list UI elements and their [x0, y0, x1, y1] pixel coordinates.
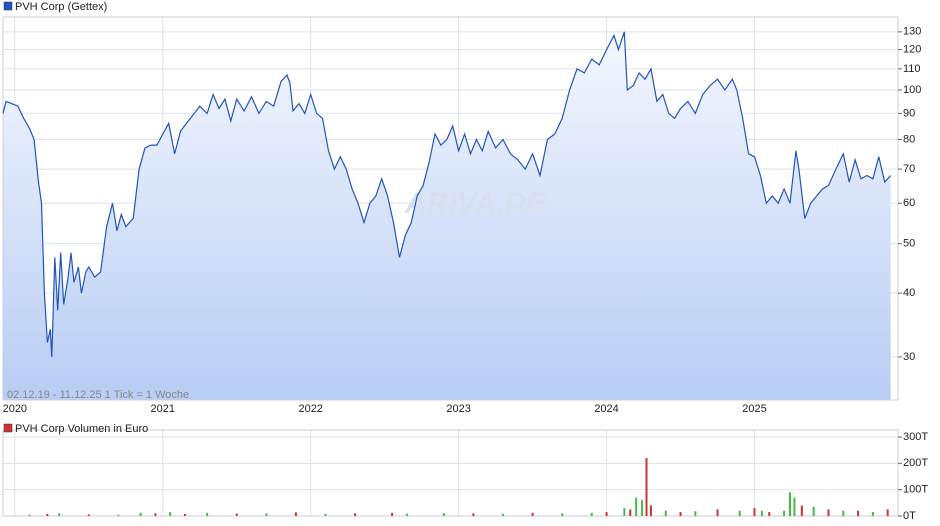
price-frame [2, 16, 899, 401]
volume-frame [2, 429, 899, 517]
x-tick-label: 2020 [3, 403, 27, 415]
volume-bar [46, 513, 49, 516]
volume-bar [793, 497, 796, 516]
volume-bar [871, 512, 874, 516]
legend-swatch [3, 1, 13, 11]
volume-bar [169, 512, 172, 516]
volume-bar [645, 458, 648, 516]
y-tick-label: 300T [903, 431, 928, 443]
volume-bar [605, 512, 608, 516]
volume-bar [235, 513, 238, 516]
y-tick-label: 50 [903, 238, 915, 250]
volume-bar [590, 512, 593, 516]
volume-bar [760, 510, 763, 516]
y-tick-label: 70 [903, 163, 915, 175]
volume-bar [139, 512, 142, 516]
y-tick-label: 80 [903, 133, 915, 145]
volume-bar [664, 510, 667, 516]
y-tick-label: 200T [903, 457, 928, 469]
y-tick-label: 60 [903, 197, 915, 209]
volume-bar [783, 510, 786, 516]
x-tick-label: 2025 [742, 403, 766, 415]
volume-bar [738, 510, 741, 516]
volume-bar [324, 513, 327, 516]
volume-bar [694, 511, 697, 516]
price-line [2, 31, 892, 357]
y-tick-label: 110 [903, 63, 921, 75]
volume-bar [623, 508, 626, 516]
y-tick-label: 100T [903, 484, 928, 496]
volume-bar [531, 512, 534, 516]
y-tick-label: 120 [903, 43, 921, 55]
x-tick-label: 2022 [298, 403, 322, 415]
volume-bar [206, 512, 209, 516]
y-tick-label: 130 [903, 26, 921, 38]
volume-bar [679, 512, 682, 516]
volume-bar [87, 514, 90, 516]
volume-title: PVH Corp Volumen in Euro [15, 423, 148, 435]
y-tick-label: 90 [903, 107, 915, 119]
x-tick-label: 2024 [594, 403, 618, 415]
subtitle: 02.12.19 - 11.12.25 1 Tick = 1 Woche [7, 389, 189, 401]
volume-bar [716, 509, 719, 516]
y-tick-label: 40 [903, 287, 915, 299]
x-tick-label: 2021 [151, 403, 175, 415]
volume-bar [629, 509, 632, 516]
y-tick-label: 0T [903, 510, 916, 522]
volume-bar [800, 505, 803, 516]
volume-bar [561, 513, 564, 516]
volume-bar [768, 512, 771, 516]
volume-bar [753, 508, 756, 516]
volume-bar [641, 500, 644, 516]
volume-bar [265, 513, 268, 516]
volume-bar [442, 513, 445, 516]
volume-bar [789, 492, 792, 516]
volume-bar [472, 513, 475, 516]
y-tick-label: 100 [903, 84, 921, 96]
volume-bar [827, 509, 830, 516]
volume-bar [58, 513, 61, 516]
volume-bar [649, 505, 652, 516]
volume-bar [183, 513, 186, 516]
volume-bar [886, 509, 889, 516]
volume-bar [294, 512, 297, 516]
watermark: ARIVA.DE [404, 187, 547, 220]
legend-swatch [3, 423, 13, 433]
volume-bar [28, 514, 31, 516]
volume-bar [354, 513, 357, 516]
area [3, 31, 891, 401]
volume-bar [502, 513, 505, 516]
volume-bar [391, 512, 394, 516]
y-tick-label: 30 [903, 351, 915, 363]
price-title: PVH Corp (Gettex) [15, 1, 107, 13]
volume-bar [405, 513, 408, 516]
x-tick-label: 2023 [446, 403, 470, 415]
volume-bar [635, 497, 638, 516]
volume-bar [842, 510, 845, 516]
volume-bar [812, 506, 815, 516]
volume-bar [117, 514, 120, 516]
volume-bar [857, 510, 860, 516]
volume-bar [154, 513, 157, 516]
